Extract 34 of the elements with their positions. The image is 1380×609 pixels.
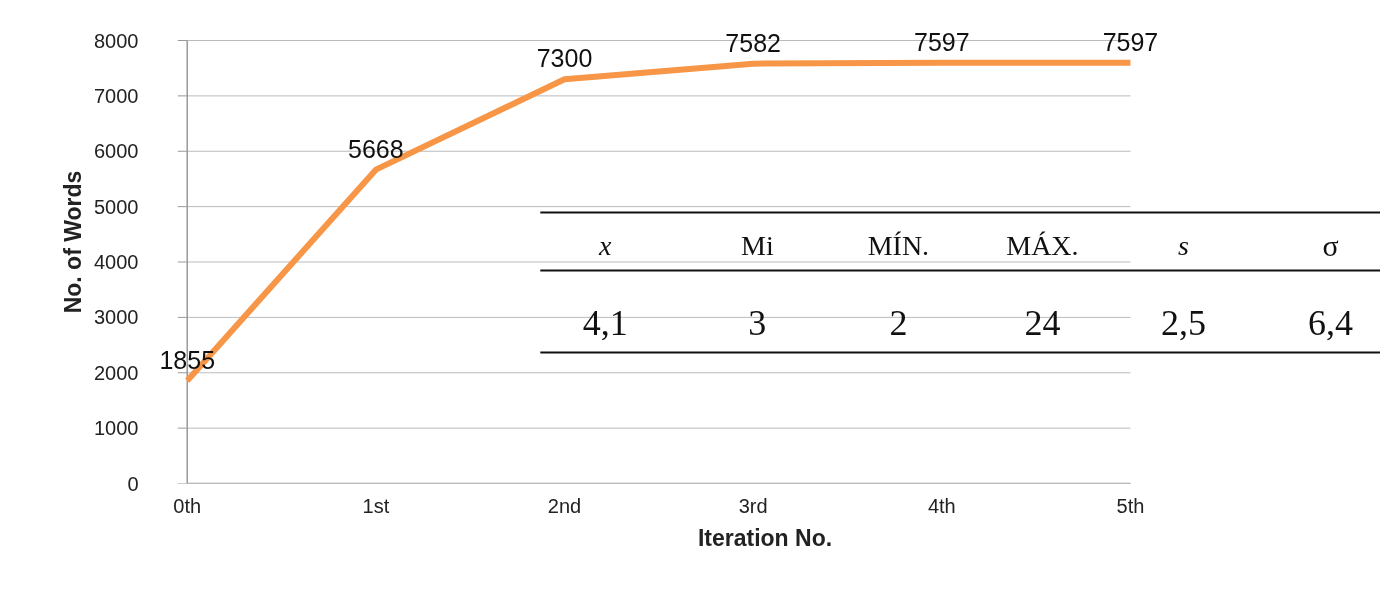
annotation: Mi [741, 230, 774, 261]
text: 6,4 [1307, 302, 1353, 343]
y-axis-title: No. of Words [60, 170, 87, 314]
y-tick-label: 5000 [94, 195, 139, 218]
text: 2,5 [1160, 302, 1206, 343]
data-label: 7300 [536, 44, 593, 73]
x-tick-label: 5th [1116, 494, 1145, 517]
y-tick-label: 7000 [94, 84, 139, 107]
annotation: 4,1 [582, 302, 628, 343]
data-label: 7597 [913, 27, 970, 56]
y-tick-label: 6000 [94, 140, 139, 163]
text: s [1178, 230, 1190, 261]
y-tick-label: 0 [127, 472, 139, 495]
x-tick-label: 3rd [738, 494, 768, 517]
annotation: 24 [1024, 302, 1061, 343]
annotation: 3 [748, 302, 767, 343]
annotation: MÁX. [1006, 230, 1079, 261]
data-label: 7582 [725, 28, 781, 57]
annotation: 2 [889, 302, 908, 343]
x-tick-label: 0th [173, 494, 202, 517]
y-tick-label: 8000 [94, 29, 139, 52]
x-tick-label: 1st [362, 494, 390, 517]
annotation: MÍN. [867, 230, 930, 261]
x-axis-title: Iteration No. [697, 524, 833, 551]
y-tick-label: 4000 [94, 251, 139, 273]
y-tick-label: 1000 [94, 417, 139, 440]
x-tick-label: 2nd [547, 494, 582, 517]
y-tick-label: 2000 [94, 361, 139, 384]
data-label: 7597 [1102, 27, 1159, 56]
data-label: 5668 [348, 134, 404, 163]
y-tick-label: 3000 [94, 306, 139, 329]
text: σ [1322, 229, 1339, 262]
annotation: x [598, 230, 613, 261]
x-tick-label: 4th [927, 494, 956, 517]
